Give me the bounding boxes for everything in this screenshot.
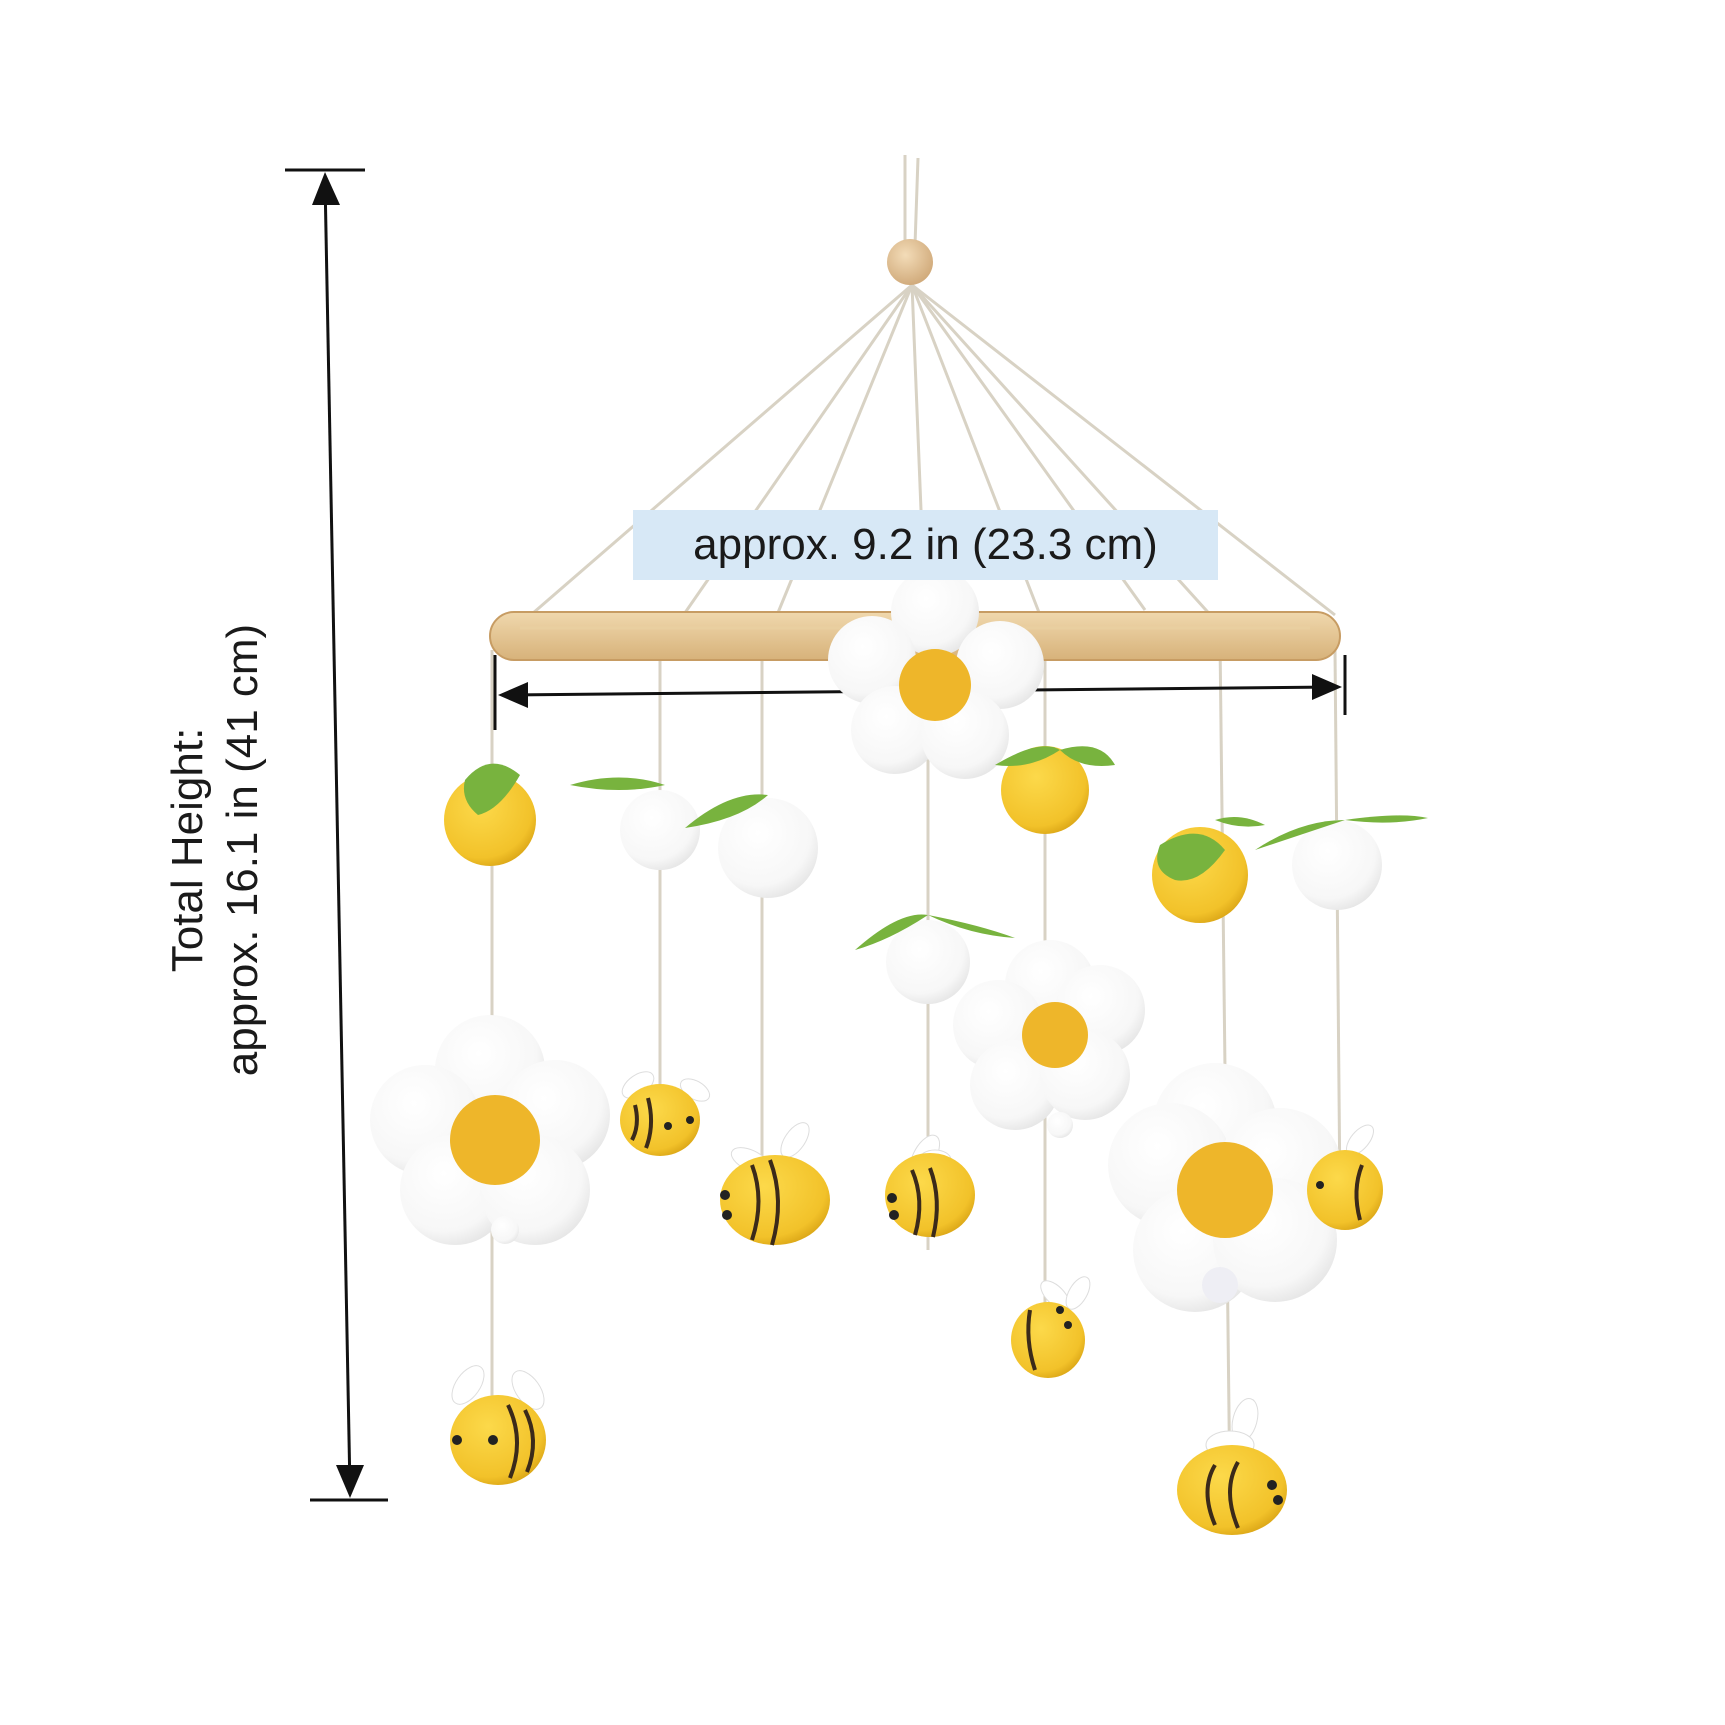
bee-2 bbox=[720, 1122, 830, 1246]
flower-right bbox=[1108, 1063, 1342, 1312]
white-berry-4 bbox=[1255, 815, 1428, 910]
orange-right bbox=[1152, 816, 1265, 923]
flower-left bbox=[370, 1015, 610, 1245]
width-dimension-label: approx. 9.2 in (23.3 cm) bbox=[633, 510, 1218, 580]
flower-center bbox=[953, 940, 1145, 1138]
height-dimension-arrow bbox=[285, 168, 388, 1502]
height-label-title: Total Height: bbox=[163, 727, 212, 973]
bee-5 bbox=[1307, 1124, 1383, 1230]
white-berry-3 bbox=[855, 914, 1015, 1004]
white-berry-2 bbox=[685, 794, 818, 898]
wooden-bead bbox=[887, 239, 933, 285]
drop-strings bbox=[490, 639, 1342, 1501]
bee-7 bbox=[1177, 1398, 1287, 1535]
bee-1 bbox=[620, 1071, 711, 1156]
orange-center-right bbox=[995, 746, 1115, 834]
flower-top-center bbox=[828, 568, 1044, 779]
height-label-value: approx. 16.1 in (41 cm) bbox=[218, 623, 267, 1077]
bee-4 bbox=[1011, 1276, 1091, 1378]
white-berry-1 bbox=[570, 777, 700, 870]
width-dimension-text: approx. 9.2 in (23.3 cm) bbox=[693, 520, 1158, 569]
bee-6 bbox=[450, 1365, 546, 1485]
bee-3 bbox=[885, 1134, 975, 1238]
orange-left bbox=[444, 763, 536, 866]
